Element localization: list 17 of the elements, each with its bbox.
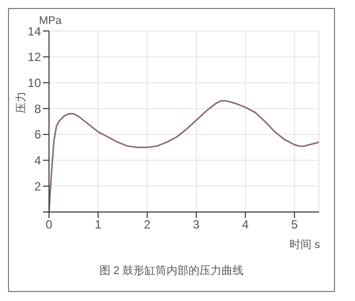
y-tick-label: 4 <box>34 154 42 168</box>
y-tick-label: 10 <box>28 76 42 90</box>
x-tick-label: 0 <box>46 218 53 232</box>
y-tick-label: 6 <box>34 128 42 142</box>
x-tick-label: 1 <box>94 218 102 232</box>
text: 图 2 鼓形缸筒内部的压力曲线 <box>98 264 245 278</box>
x-tick-label: 4 <box>242 218 250 232</box>
y-tick-label: 14 <box>28 24 42 38</box>
x-tick-label: 2 <box>144 218 151 232</box>
y-tick-label: 12 <box>28 50 42 64</box>
y-axis-title: 压力 <box>14 92 28 114</box>
y-tick-label: 2 <box>34 179 42 194</box>
x-tick-label: 3 <box>192 218 200 232</box>
x-tick-label: 5 <box>291 218 298 232</box>
text: MPa <box>39 15 62 27</box>
y-tick-label: 8 <box>34 102 42 116</box>
x-axis-title: 时间 s <box>289 238 320 252</box>
